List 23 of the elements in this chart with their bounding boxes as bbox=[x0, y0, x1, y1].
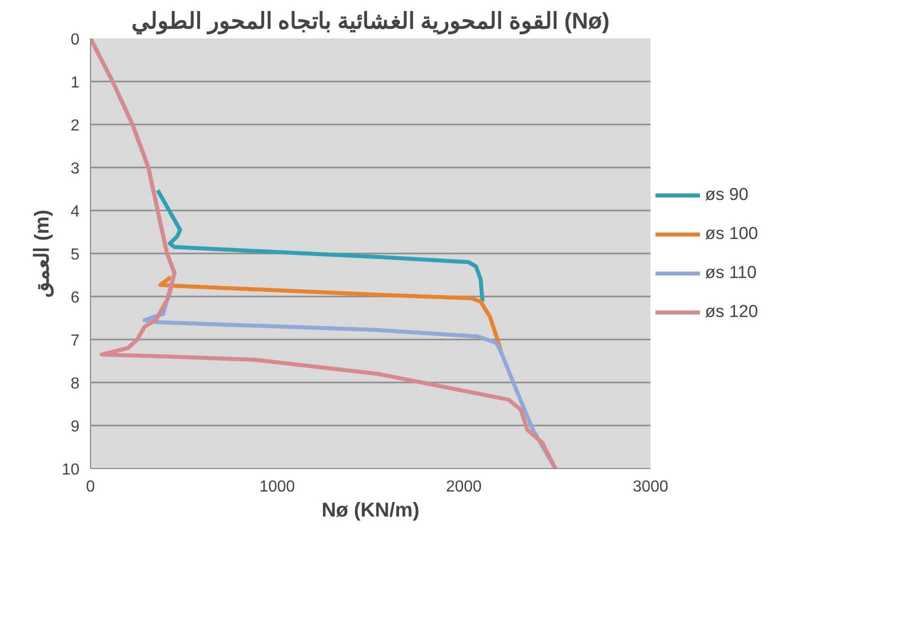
legend-label: øs 90 bbox=[705, 184, 748, 205]
chart-title: القوة المحورية الغشائية باتجاه المحور الطولي (Nø) bbox=[131, 8, 610, 36]
y-tick-label: 0 bbox=[70, 32, 80, 48]
line-series bbox=[156, 188, 484, 304]
y-tick-label: 6 bbox=[70, 290, 80, 306]
legend-label: øs 100 bbox=[705, 223, 758, 244]
x-tick-label: 2000 bbox=[446, 478, 482, 496]
y-tick-label: 8 bbox=[70, 376, 80, 392]
legend-label: øs 110 bbox=[705, 262, 757, 283]
y-axis-title: العمق (m) bbox=[32, 210, 55, 298]
x-tick-label: 1000 bbox=[259, 478, 296, 496]
y-tick-label: 7 bbox=[70, 332, 80, 350]
x-tick-label: 0 bbox=[86, 478, 96, 496]
y-tick-label: 1 bbox=[70, 74, 80, 92]
y-tick-label: 10 bbox=[62, 462, 80, 478]
y-tick-label: 3 bbox=[70, 160, 80, 178]
x-axis-title: Nø (KN/m) bbox=[322, 500, 420, 522]
y-tick-label: 4 bbox=[70, 204, 80, 220]
y-tick-label: 5 bbox=[70, 246, 80, 264]
y-tick-label: 2 bbox=[70, 118, 80, 134]
y-tick-label: 9 bbox=[70, 418, 80, 436]
x-tick-label: 3000 bbox=[632, 478, 668, 496]
legend-label: øs 120 bbox=[705, 301, 758, 322]
